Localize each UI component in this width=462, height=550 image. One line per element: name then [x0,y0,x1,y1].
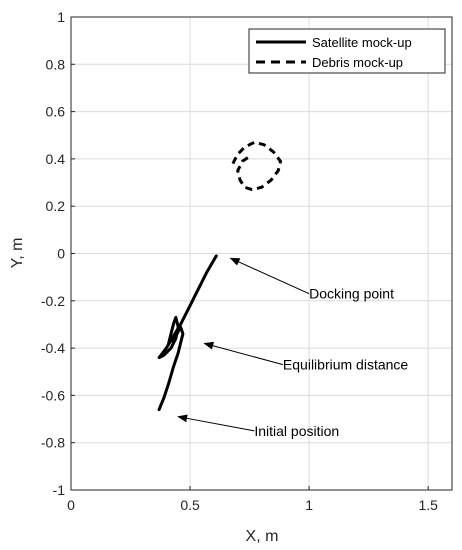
y-tick-label: 0.2 [46,198,66,214]
grid [70,16,452,491]
annotation-label: Initial position [254,423,339,439]
annotation-label: Equilibrium distance [283,357,408,373]
annotation-arrow [203,341,284,366]
x-tick-label: 0.5 [180,497,200,513]
tick-labels: 0 0.5 1 1.5 1 0.8 0.6 0.4 0.2 0 -0.2 -0.4 -0.6 -0.8 -1 [41,9,438,513]
annotations: Docking point Equilibrium distance Initial… [177,257,408,439]
x-tick-label: 1.5 [418,497,438,513]
series [157,140,282,412]
y-tick-label: 0.8 [46,56,66,72]
legend: Satellite mock-up Debris mock-up [248,28,446,74]
annotation-arrow [177,414,255,432]
legend-label-satellite: Satellite mock-up [312,35,412,50]
y-tick-label: 1 [57,9,65,25]
y-tick-label: 0 [57,246,65,262]
annotation-arrow [229,257,310,295]
legend-label-debris: Debris mock-up [312,55,403,70]
x-tick-label: 1 [305,497,313,513]
legend-box [248,28,446,74]
series-line-1 [231,140,282,192]
y-tick-label: -0.8 [41,435,65,451]
x-tick-label: 0 [67,497,75,513]
y-axis-label: Y, m [9,238,26,269]
annotation-label: Docking point [309,286,394,302]
y-tick-label: -1 [53,482,66,498]
y-tick-label: 0.6 [46,104,66,120]
axes [70,16,453,491]
y-tick-label: 0.4 [46,151,66,167]
series-line-0 [157,254,218,412]
y-tick-label: -0.4 [41,340,65,356]
y-tick-label: -0.2 [41,293,65,309]
x-axis-label: X, m [246,528,279,545]
y-tick-label: -0.6 [41,387,65,403]
